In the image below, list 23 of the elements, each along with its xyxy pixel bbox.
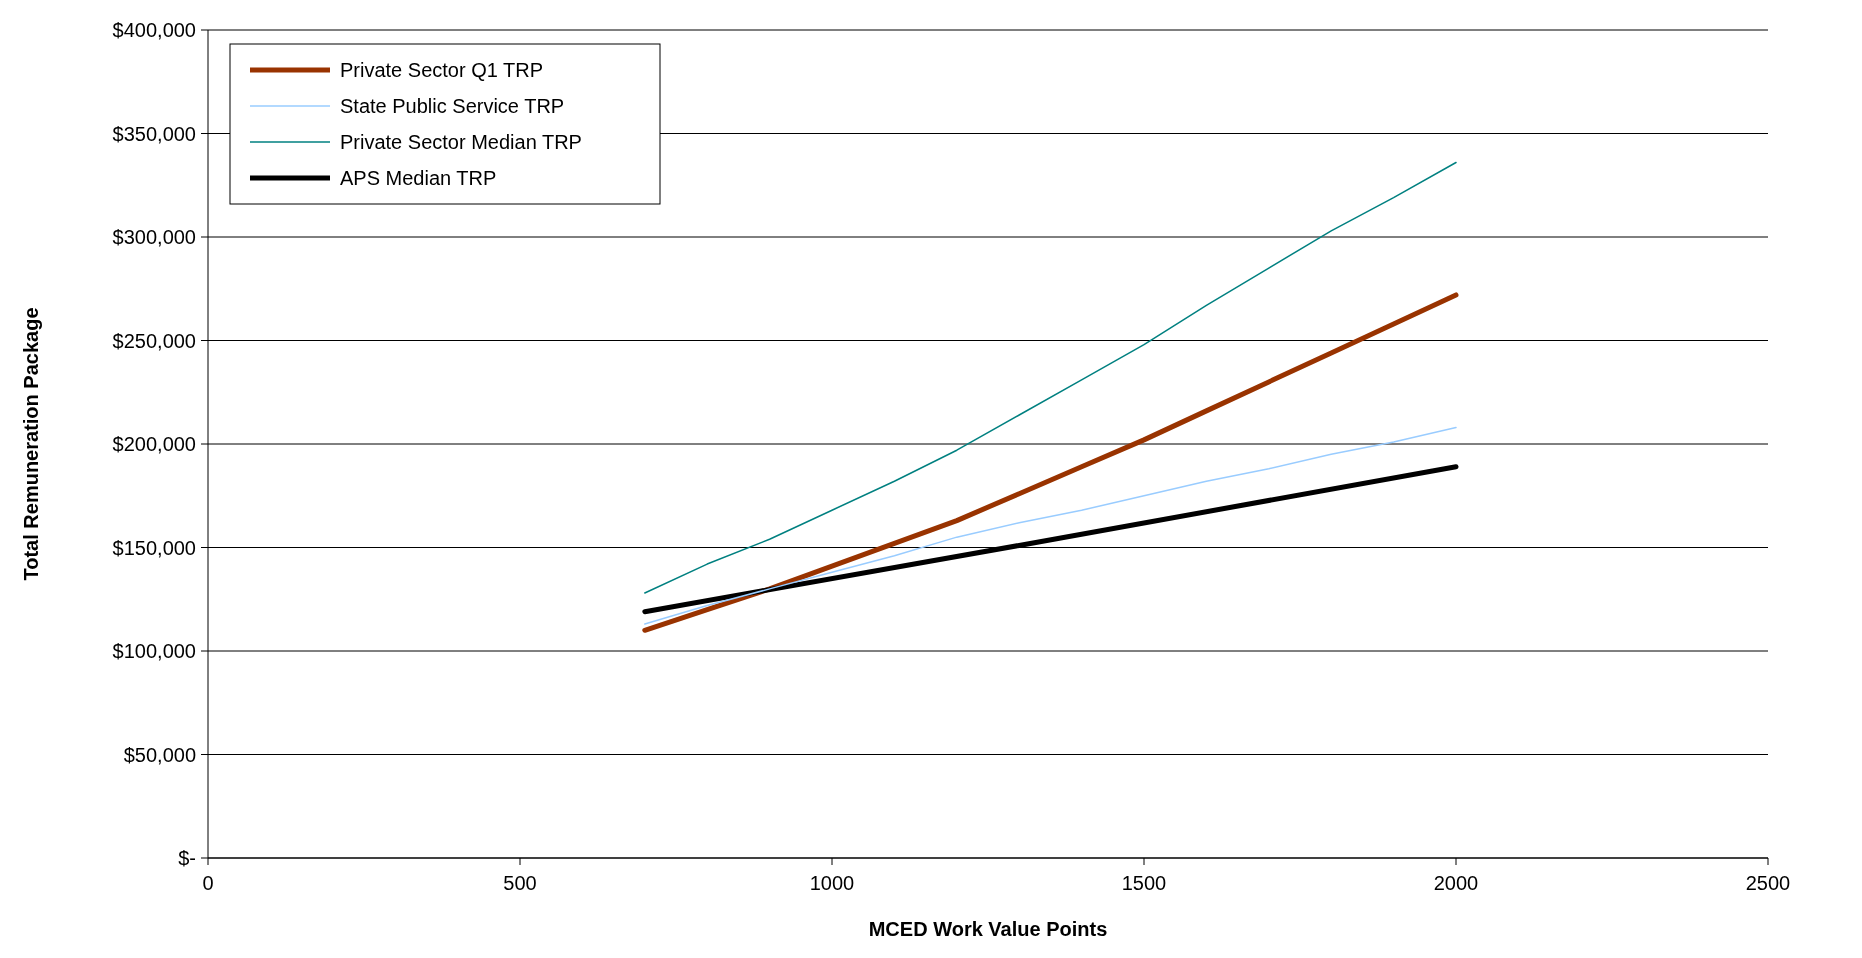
legend-label: Private Sector Q1 TRP <box>340 59 544 81</box>
y-tick-label: $150,000 <box>112 536 196 559</box>
y-tick-label: $100,000 <box>112 640 196 662</box>
x-axis-title: MCED Work Value Points <box>868 918 1108 940</box>
x-tick-label: 2500 <box>1745 872 1791 894</box>
x-tick-label: 500 <box>503 872 537 894</box>
legend-label: Private Sector Median TRP <box>340 131 582 153</box>
y-tick-label: $50,000 <box>123 743 196 766</box>
y-tick-label: $- <box>178 847 196 869</box>
legend-label: State Public Service TRP <box>340 95 565 117</box>
legend-label: APS Median TRP <box>340 167 497 189</box>
y-tick-label: $350,000 <box>112 122 196 145</box>
y-tick-label: $250,000 <box>112 329 196 352</box>
x-tick-label: 2000 <box>1433 872 1479 894</box>
x-tick-label: 1000 <box>809 872 855 894</box>
y-tick-label: $200,000 <box>112 433 196 455</box>
y-tick-label: $400,000 <box>112 19 196 41</box>
x-tick-label: 1500 <box>1121 872 1167 894</box>
x-tick-label: 0 <box>202 872 214 894</box>
line-series <box>644 426 1457 625</box>
y-axis-title: Total Remuneration Package <box>20 307 42 581</box>
y-tick-label: $300,000 <box>112 226 196 248</box>
line-series <box>644 161 1457 594</box>
